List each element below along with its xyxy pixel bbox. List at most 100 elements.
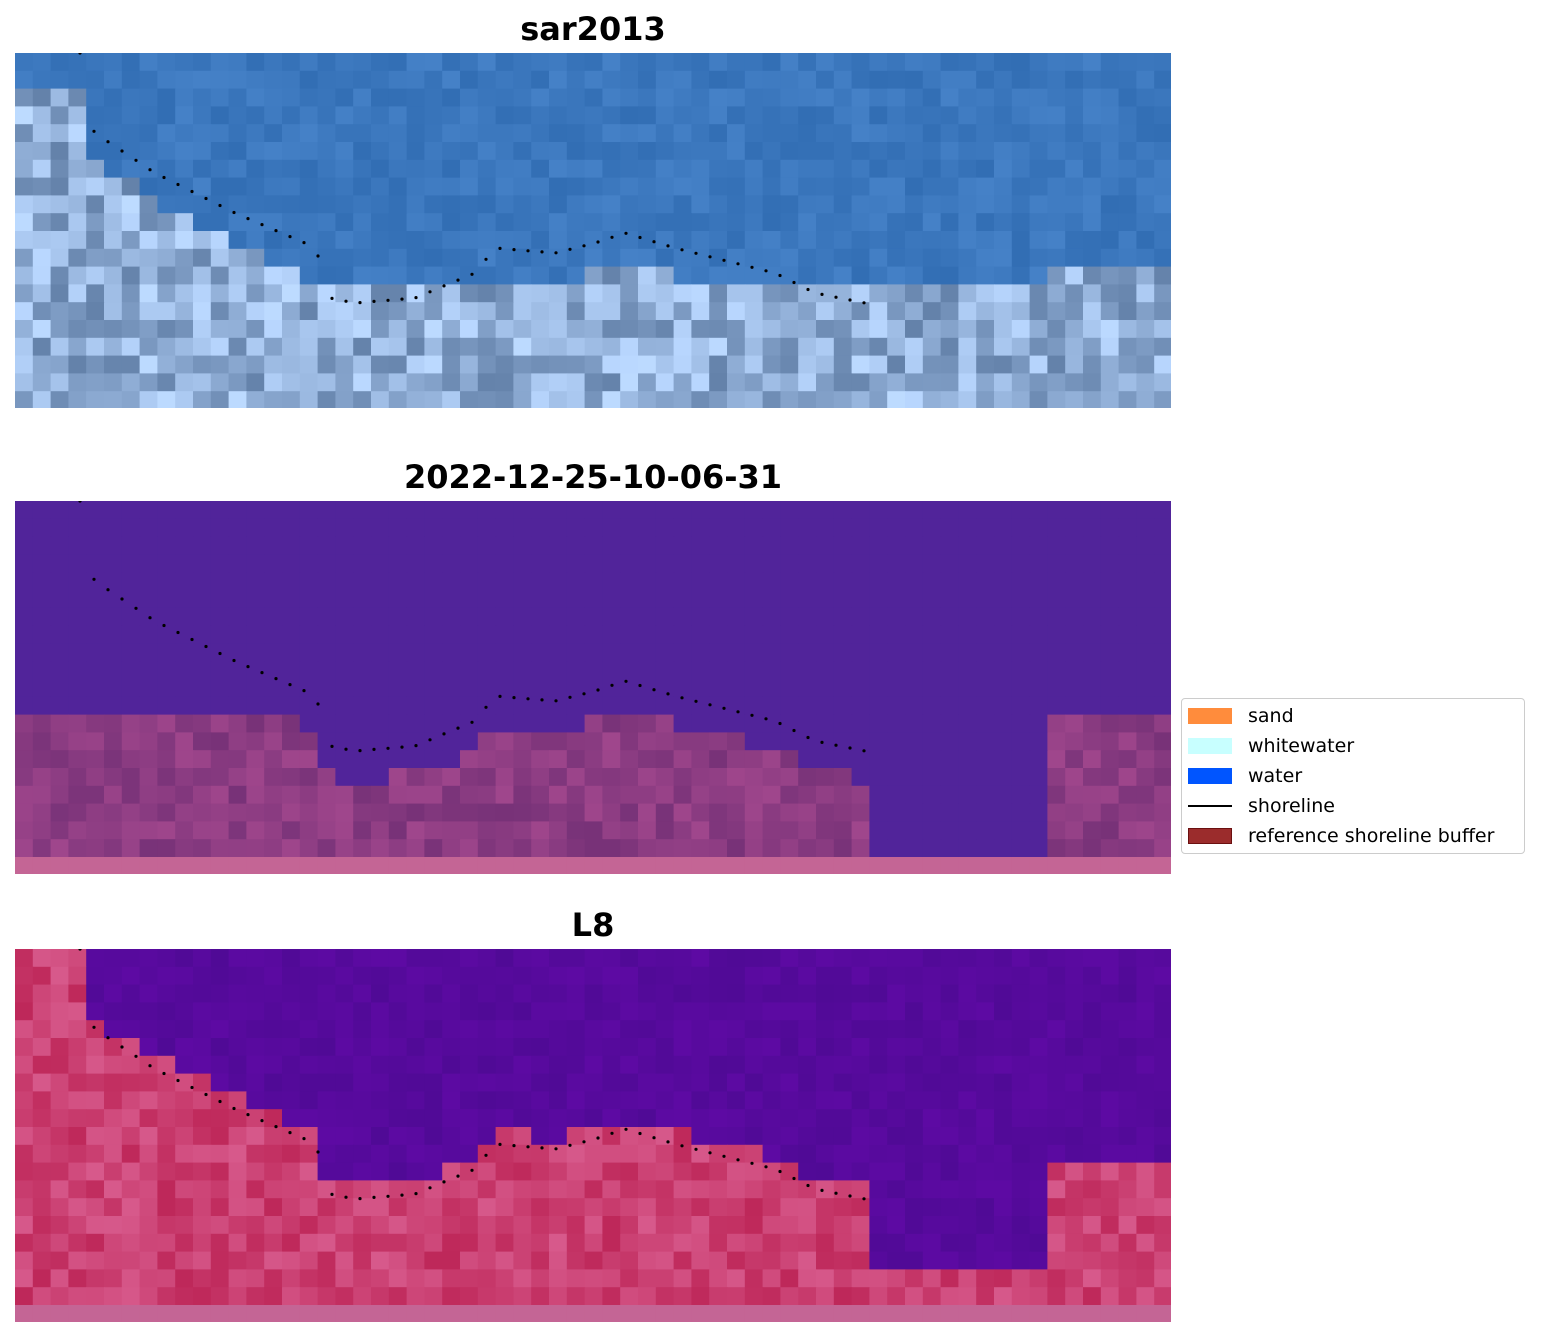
raster-pixel <box>50 124 69 143</box>
raster-pixel <box>727 124 746 143</box>
shoreline-dot <box>344 747 348 751</box>
raster-pixel <box>940 518 959 538</box>
raster-pixel <box>780 302 799 321</box>
raster-pixel <box>816 590 835 609</box>
raster-pixel <box>442 177 461 196</box>
raster-pixel <box>495 284 514 303</box>
raster-pixel <box>798 106 817 125</box>
raster-pixel <box>798 320 817 339</box>
raster-pixel <box>940 625 959 644</box>
raster-pixel <box>15 248 34 268</box>
classified-image <box>15 501 1171 874</box>
raster-pixel <box>175 391 194 408</box>
raster-pixel <box>104 1109 123 1128</box>
raster-pixel <box>905 679 924 698</box>
raster-pixel <box>50 643 69 662</box>
raster-pixel <box>1011 803 1031 822</box>
raster-pixel <box>994 1109 1013 1128</box>
shoreline-dot <box>358 301 362 305</box>
raster-pixel <box>371 839 390 858</box>
raster-pixel <box>1154 785 1171 805</box>
raster-pixel <box>940 1127 959 1146</box>
raster-pixel <box>424 625 443 644</box>
raster-pixel <box>50 1127 69 1146</box>
raster-pixel <box>655 536 675 555</box>
raster-pixel <box>210 1109 230 1128</box>
raster-pixel <box>851 679 870 698</box>
raster-pixel <box>175 1305 194 1322</box>
raster-pixel <box>1118 839 1137 858</box>
raster-pixel <box>780 1091 799 1110</box>
raster-pixel <box>709 554 728 573</box>
raster-pixel <box>762 1002 781 1021</box>
raster-pixel <box>121 750 141 769</box>
raster-pixel <box>371 1198 390 1217</box>
raster-pixel <box>317 373 336 392</box>
raster-pixel <box>86 106 105 125</box>
raster-pixel <box>816 213 835 232</box>
raster-pixel <box>406 518 425 538</box>
raster-pixel <box>50 70 69 90</box>
raster-pixel <box>442 554 461 573</box>
raster-pixel <box>317 1055 336 1075</box>
raster-pixel <box>602 536 621 555</box>
raster-pixel <box>566 53 586 72</box>
raster-pixel <box>264 1180 283 1199</box>
raster-pixel <box>335 679 354 698</box>
raster-pixel <box>1083 302 1102 321</box>
raster-pixel <box>1136 1162 1155 1181</box>
raster-pixel <box>976 231 995 250</box>
raster-pixel <box>513 1180 532 1199</box>
raster-pixel <box>513 1073 532 1092</box>
raster-pixel <box>121 803 141 822</box>
raster-pixel <box>780 195 799 214</box>
raster-pixel <box>798 661 817 680</box>
raster-pixel <box>513 213 532 232</box>
raster-pixel <box>1100 696 1120 716</box>
raster-pixel <box>976 1216 995 1235</box>
raster-pixel <box>744 248 764 268</box>
raster-pixel <box>780 625 799 644</box>
raster-pixel <box>282 1305 301 1322</box>
raster-pixel <box>691 966 710 986</box>
raster-pixel <box>442 195 461 214</box>
shoreline-dot <box>694 699 698 703</box>
raster-pixel <box>762 750 781 769</box>
raster-pixel <box>210 590 230 609</box>
raster-pixel <box>1136 590 1155 609</box>
raster-pixel <box>549 1055 568 1075</box>
raster-pixel <box>246 88 265 107</box>
raster-pixel <box>691 1020 710 1039</box>
raster-pixel <box>905 554 924 573</box>
raster-pixel <box>388 70 408 90</box>
raster-pixel <box>869 857 888 874</box>
raster-pixel <box>1029 732 1048 751</box>
raster-pixel <box>299 518 319 538</box>
raster-pixel <box>905 88 924 107</box>
raster-pixel <box>299 590 319 609</box>
raster-pixel <box>549 1144 568 1164</box>
raster-pixel <box>157 768 176 787</box>
raster-pixel <box>833 1091 853 1110</box>
shoreline-dot <box>274 1125 278 1129</box>
shoreline-dot <box>386 1194 390 1198</box>
raster-pixel <box>228 1251 247 1270</box>
raster-pixel <box>887 1233 906 1253</box>
raster-pixel <box>193 1233 212 1253</box>
raster-pixel <box>424 337 443 357</box>
raster-pixel <box>424 857 443 874</box>
raster-pixel <box>887 949 906 968</box>
raster-pixel <box>495 302 514 321</box>
raster-pixel <box>495 1233 514 1253</box>
raster-pixel <box>922 750 942 769</box>
raster-pixel <box>424 1216 443 1235</box>
raster-pixel <box>1083 803 1102 822</box>
shoreline-dot <box>414 296 418 300</box>
raster-pixel <box>424 391 443 408</box>
raster-pixel <box>709 839 728 858</box>
raster-pixel <box>566 732 586 751</box>
raster-pixel <box>798 518 817 538</box>
raster-pixel <box>922 70 942 90</box>
raster-pixel <box>495 124 514 143</box>
raster-pixel <box>976 195 995 214</box>
